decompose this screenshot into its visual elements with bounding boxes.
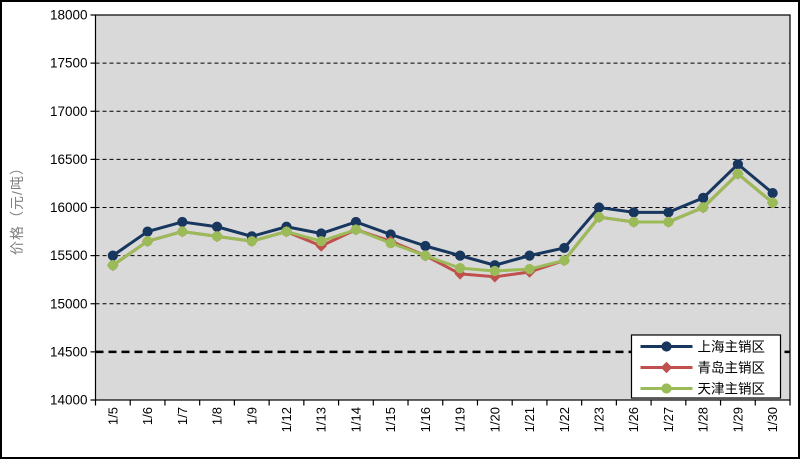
x-tick-label: 1/9 bbox=[244, 407, 259, 425]
data-point bbox=[350, 224, 362, 235]
x-tick-label: 1/14 bbox=[348, 407, 363, 432]
data-point bbox=[142, 226, 153, 237]
data-point bbox=[698, 202, 709, 213]
data-point bbox=[281, 226, 292, 237]
y-tick-label: 16000 bbox=[50, 200, 88, 215]
x-tick-label: 1/5 bbox=[105, 407, 120, 425]
data-point bbox=[246, 236, 257, 247]
data-point bbox=[524, 250, 535, 261]
data-point bbox=[316, 236, 327, 247]
data-point bbox=[767, 197, 778, 208]
y-tick-label: 14000 bbox=[50, 393, 88, 408]
x-tick-label: 1/12 bbox=[279, 407, 294, 432]
data-point bbox=[385, 238, 396, 249]
data-point bbox=[767, 187, 778, 199]
legend-swatch-marker bbox=[660, 361, 673, 374]
y-tick-label: 18000 bbox=[50, 8, 88, 23]
data-point bbox=[211, 231, 223, 242]
data-point bbox=[628, 207, 639, 218]
y-tick-label: 15000 bbox=[50, 296, 88, 311]
y-tick-label: 15500 bbox=[50, 248, 88, 263]
legend-label: 天津主销区 bbox=[698, 382, 766, 397]
data-point bbox=[593, 202, 605, 213]
x-tick-label: 1/30 bbox=[765, 407, 780, 432]
data-point bbox=[732, 159, 744, 170]
x-tick-label: 1/6 bbox=[140, 407, 155, 425]
legend-swatch-marker bbox=[661, 341, 672, 352]
x-tick-label: 1/28 bbox=[696, 407, 711, 432]
data-point bbox=[559, 242, 570, 254]
data-point bbox=[698, 192, 709, 203]
data-point bbox=[628, 216, 639, 228]
x-tick-label: 1/8 bbox=[210, 407, 225, 425]
data-point bbox=[524, 264, 535, 275]
x-tick-label: 1/22 bbox=[557, 407, 572, 432]
y-tick-label: 17000 bbox=[50, 104, 88, 119]
x-tick-label: 1/16 bbox=[418, 407, 433, 432]
y-tick-label: 17500 bbox=[50, 56, 88, 71]
data-point bbox=[663, 216, 674, 228]
data-point bbox=[420, 250, 431, 261]
data-point bbox=[107, 260, 118, 271]
data-point bbox=[559, 255, 570, 266]
legend-label: 青岛主销区 bbox=[698, 361, 766, 376]
data-point bbox=[177, 226, 188, 237]
x-tick-label: 1/23 bbox=[592, 407, 607, 432]
legend-item-1: 青岛主销区 bbox=[640, 361, 766, 376]
x-tick-label: 1/27 bbox=[661, 407, 676, 432]
data-point bbox=[455, 250, 466, 261]
data-point bbox=[732, 168, 744, 179]
data-point bbox=[593, 212, 605, 223]
x-tick-label: 1/19 bbox=[453, 407, 468, 432]
x-tick-label: 1/15 bbox=[383, 407, 398, 432]
x-tick-label: 1/20 bbox=[487, 407, 502, 432]
x-tick-label: 1/13 bbox=[314, 407, 329, 432]
data-point bbox=[107, 250, 118, 261]
x-tick-label: 1/29 bbox=[730, 407, 745, 432]
data-point bbox=[489, 265, 500, 277]
legend-item-0: 上海主销区 bbox=[640, 340, 766, 355]
data-point bbox=[211, 221, 223, 232]
series-line-2 bbox=[112, 172, 774, 273]
data-point bbox=[142, 236, 153, 247]
legend-swatch-marker bbox=[661, 383, 672, 394]
series-line-0 bbox=[112, 162, 774, 267]
data-point bbox=[663, 207, 674, 218]
x-tick-label: 1/26 bbox=[626, 407, 641, 432]
series-0 bbox=[107, 159, 778, 271]
legend-item-2: 天津主销区 bbox=[640, 382, 766, 397]
y-tick-label: 16500 bbox=[50, 152, 88, 167]
data-point bbox=[420, 240, 431, 252]
y-axis-title: 价格（元/吨） bbox=[9, 160, 25, 255]
series-2 bbox=[107, 168, 778, 277]
x-tick-label: 1/21 bbox=[522, 407, 537, 432]
y-tick-label: 14500 bbox=[50, 344, 88, 359]
data-point bbox=[455, 263, 466, 274]
x-tick-label: 1/7 bbox=[175, 407, 190, 425]
data-point bbox=[177, 216, 188, 228]
legend-label: 上海主销区 bbox=[698, 340, 766, 355]
